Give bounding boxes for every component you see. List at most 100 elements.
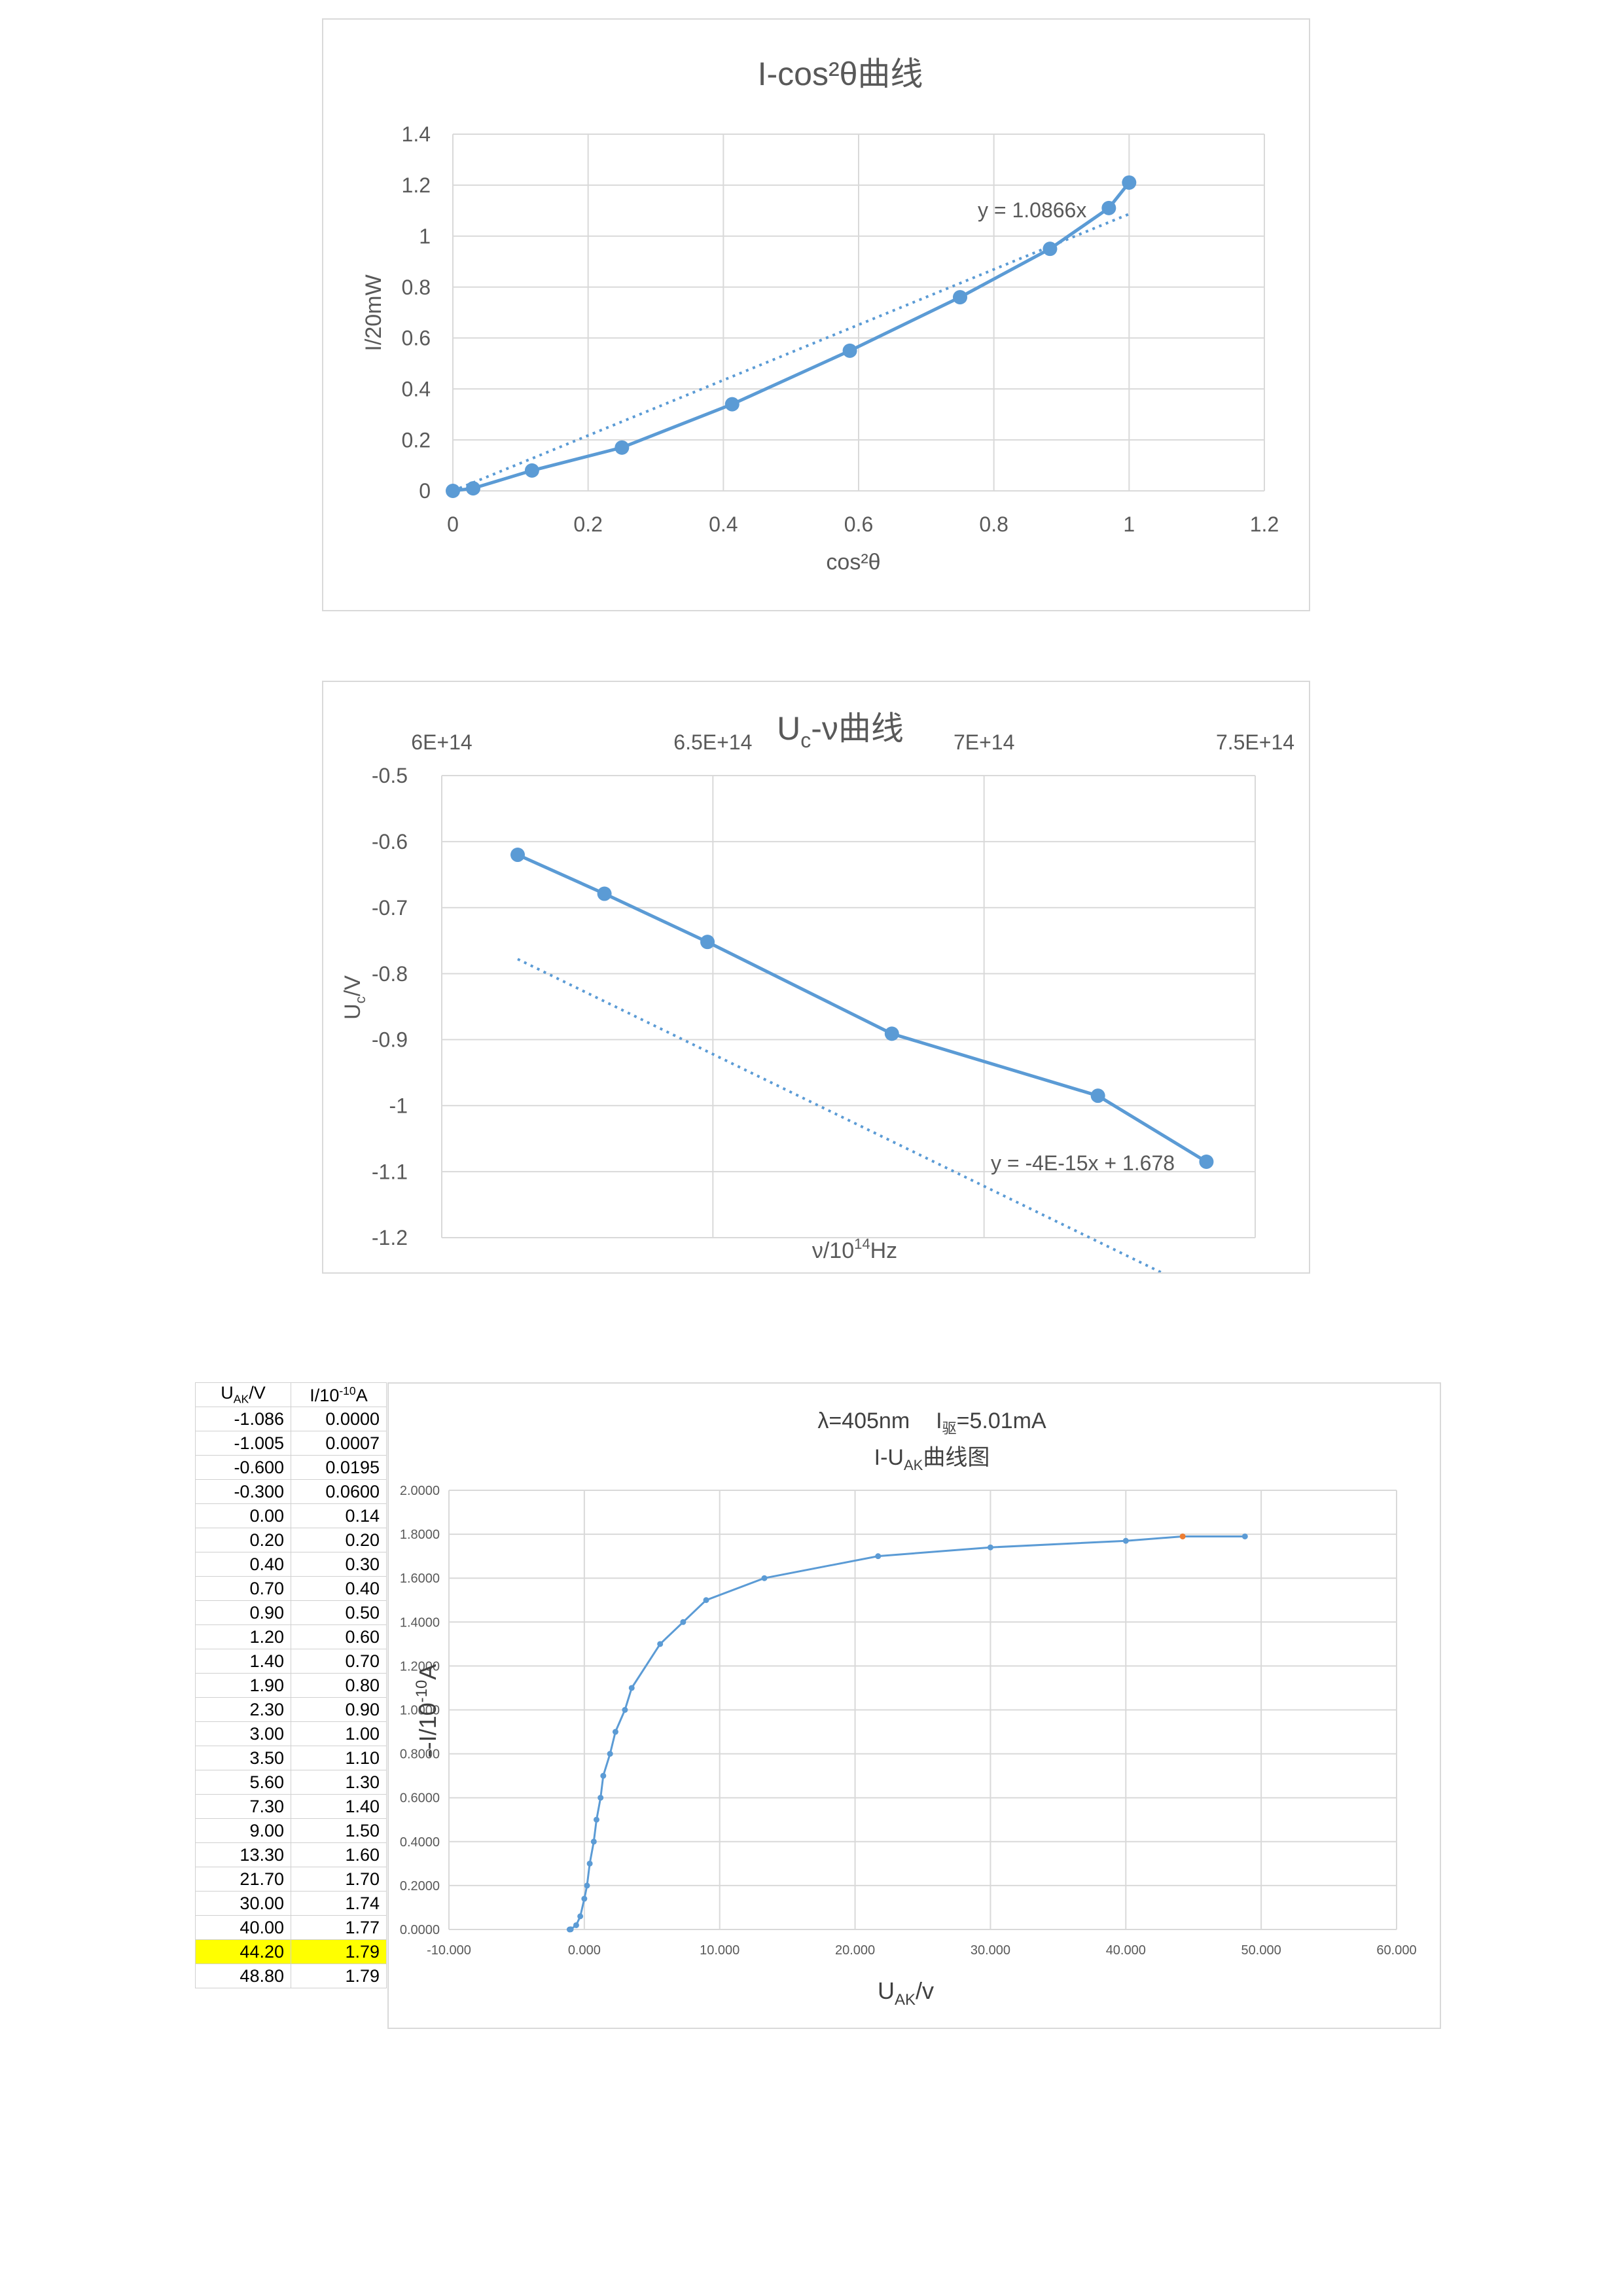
table-row: -0.300 0.0600: [195, 1479, 387, 1504]
y-tick-label: 0.6: [402, 327, 431, 350]
stopping-voltage-frequency-chart: Uc-ν曲线 -1.2 -1.1 -1 -0.9 -0.8 -0.7 -0.6 -0.5 6E…: [340, 710, 1294, 1296]
x-tick-label: 7E+14: [954, 730, 1014, 754]
cell-uak: -0.600: [195, 1455, 291, 1480]
data-point: [1199, 1155, 1214, 1170]
data-point: [1090, 1088, 1105, 1103]
cell-uak: 3.00: [195, 1721, 291, 1746]
data-point: [590, 1839, 597, 1845]
y-tick-label: -0.8: [372, 962, 408, 986]
y-tick-label: -0.7: [372, 896, 408, 920]
cell-current: 1.77: [291, 1915, 387, 1940]
cell-current: 0.0007: [291, 1431, 387, 1456]
table-row: 2.30 0.90: [195, 1697, 387, 1722]
cell-current: 0.40: [291, 1576, 387, 1601]
data-point: [700, 935, 715, 950]
data-point: [446, 484, 460, 498]
table-row: 0.70 0.40: [195, 1576, 387, 1601]
y-axis-label: I/20mW: [361, 274, 386, 351]
x-tick-label: 50.000: [1241, 1943, 1281, 1958]
cell-uak: 5.60: [195, 1770, 291, 1795]
data-point: [1179, 1533, 1186, 1539]
trendline-equation: y = 1.0866x: [978, 198, 1086, 222]
table-row: 44.20 1.79: [195, 1939, 387, 1964]
y-tick-label: 0.8: [402, 276, 431, 299]
y-axis-label: Uc/V: [340, 975, 368, 1020]
chart1-panel: I-cos²θ曲线 0 0.2 0.4 0.6 0.8 1 1.2 1.4 0 0.2 0.4 0.…: [322, 18, 1310, 611]
data-point: [657, 1641, 664, 1647]
y-tick-label: 0: [419, 479, 431, 503]
column-header-current: I/10-10A: [291, 1382, 387, 1407]
data-point: [573, 1922, 579, 1928]
x-tick-label: 6.5E+14: [673, 730, 752, 754]
x-tick-label: 6E+14: [411, 730, 472, 754]
data-point: [567, 1926, 574, 1933]
x-tick-label: 1: [1123, 512, 1135, 536]
table-row: 1.20 0.60: [195, 1624, 387, 1649]
cell-current: 0.14: [291, 1503, 387, 1528]
cell-uak: 1.20: [195, 1624, 291, 1649]
cell-uak: 21.70: [195, 1867, 291, 1892]
cell-uak: 1.90: [195, 1673, 291, 1698]
chart2-panel: Uc-ν曲线 -1.2 -1.1 -1 -0.9 -0.8 -0.7 -0.6 -0.5 6E…: [322, 681, 1310, 1296]
y-tick-label: 0.8000: [400, 1748, 440, 1762]
x-tick-label: 1.2: [1250, 512, 1279, 536]
x-tick-label: -10.000: [427, 1943, 471, 1958]
cell-current: 1.40: [291, 1794, 387, 1819]
x-tick-label: 7.5E+14: [1216, 730, 1294, 754]
y-tick-label: 0.0000: [400, 1923, 440, 1937]
y-tick-label: -0.5: [372, 764, 408, 787]
data-point: [987, 1544, 993, 1551]
y-tick-label: 0.2: [402, 428, 431, 452]
cell-current: 0.70: [291, 1649, 387, 1674]
y-tick-label: 1: [419, 224, 431, 248]
x-tick-label: 0.4: [709, 512, 738, 536]
cell-current: 0.60: [291, 1624, 387, 1649]
data-point: [584, 1882, 590, 1889]
x-tick-label: 0.8: [979, 512, 1008, 536]
cell-current: 1.79: [291, 1964, 387, 1988]
data-point: [510, 848, 526, 863]
cell-uak: 1.40: [195, 1649, 291, 1674]
data-point: [875, 1553, 882, 1560]
y-tick-label: 0.6000: [400, 1791, 440, 1806]
cell-current: 0.90: [291, 1697, 387, 1722]
y-tick-label: 1.8000: [400, 1528, 440, 1542]
data-point: [597, 886, 612, 901]
data-point: [1122, 1537, 1129, 1544]
data-point: [1241, 1533, 1248, 1539]
cell-current: 0.50: [291, 1600, 387, 1625]
table-row: 5.60 1.30: [195, 1770, 387, 1795]
cell-uak: 44.20: [195, 1939, 291, 1964]
current-voltage-chart: λ=405nm I驱=5.01mA I-UAK曲线图 0.0000 0.2000 0.…: [400, 1408, 1417, 2009]
cell-uak: 30.00: [195, 1891, 291, 1916]
data-point: [615, 440, 630, 455]
cell-uak: -0.300: [195, 1479, 291, 1504]
data-point: [1043, 242, 1058, 257]
data-point: [724, 397, 740, 412]
series-line: [452, 181, 1131, 493]
chart3-title-line2: I-UAK曲线图: [874, 1445, 990, 1473]
y-tick-label: 0.4000: [400, 1835, 440, 1850]
data-point: [628, 1685, 635, 1691]
y-tick-label: 1.2000: [400, 1659, 440, 1674]
y-tick-label: 0.4: [402, 377, 431, 401]
cell-current: 1.60: [291, 1842, 387, 1867]
table-row: 3.50 1.10: [195, 1746, 387, 1770]
data-point: [597, 1795, 604, 1801]
data-point: [581, 1895, 588, 1902]
cell-uak: 13.30: [195, 1842, 291, 1867]
cell-current: 0.80: [291, 1673, 387, 1698]
cell-uak: -1.086: [195, 1407, 291, 1431]
table-header-row: UAK/V I/10-10A: [195, 1382, 387, 1407]
chart3-title-line1: λ=405nm I驱=5.01mA: [817, 1408, 1046, 1437]
y-tick-label: 0.2000: [400, 1879, 440, 1893]
cell-uak: -1.005: [195, 1431, 291, 1456]
cell-uak: 40.00: [195, 1915, 291, 1940]
chart2-title: Uc-ν曲线: [777, 710, 904, 752]
cell-current: 0.0600: [291, 1479, 387, 1504]
y-tick-label: 1.4000: [400, 1615, 440, 1630]
x-axis-label: UAK/v: [878, 1977, 934, 2009]
data-point: [586, 1860, 593, 1867]
cell-uak: 0.90: [195, 1600, 291, 1625]
data-point: [577, 1913, 584, 1920]
